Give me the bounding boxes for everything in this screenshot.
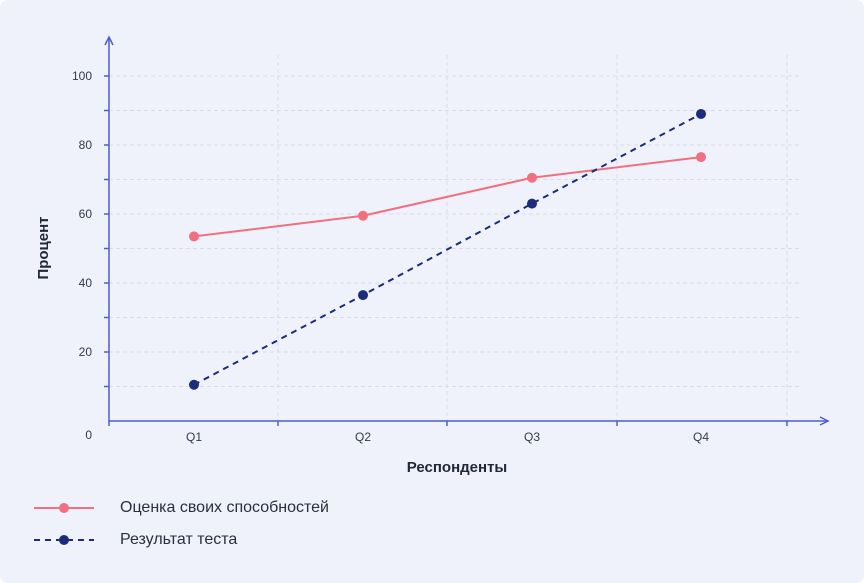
- legend-label-self-assessment: Оценка своих способностей: [120, 499, 329, 516]
- legend-label-test-result: Результат теста: [120, 531, 238, 548]
- series-1-point-q4: [696, 108, 706, 119]
- y-tick-label-0: 0: [85, 428, 92, 442]
- series-0-point-q4: [696, 152, 706, 163]
- series-1-point-q1: [189, 379, 199, 390]
- y-tick-label-80: 80: [79, 138, 93, 152]
- y-tick-label-60: 60: [79, 207, 93, 221]
- y-axis-arrow: [104, 35, 114, 46]
- x-axis-arrow: [819, 416, 830, 426]
- series-0-point-q3: [527, 172, 537, 183]
- x-tick-label-q3: Q3: [524, 430, 540, 444]
- legend-swatch-test-result: [34, 535, 94, 545]
- x-axis-title: Респонденты: [407, 459, 507, 476]
- legend-item-test-result: Результат теста: [34, 524, 329, 556]
- series-1-point-q3: [527, 198, 537, 209]
- x-tick-label-q1: Q1: [186, 430, 202, 444]
- y-axis-title: Процент: [35, 216, 52, 279]
- series-1-point-q2: [358, 290, 368, 301]
- x-tick-label-q2: Q2: [355, 430, 371, 444]
- legend-swatch-self-assessment: [34, 503, 94, 513]
- series-0-point-q2: [358, 210, 368, 221]
- y-tick-label-40: 40: [79, 276, 93, 290]
- series-line-1: [193, 113, 702, 386]
- legend-item-self-assessment: Оценка своих способностей: [34, 492, 329, 524]
- series-0-point-q1: [189, 231, 199, 242]
- legend: Оценка своих способностей Результат тест…: [34, 492, 329, 556]
- x-tick-label-q4: Q4: [693, 430, 709, 444]
- y-tick-label-20: 20: [79, 345, 93, 359]
- series-line-0: [193, 156, 702, 238]
- y-tick-label-100: 100: [72, 69, 92, 83]
